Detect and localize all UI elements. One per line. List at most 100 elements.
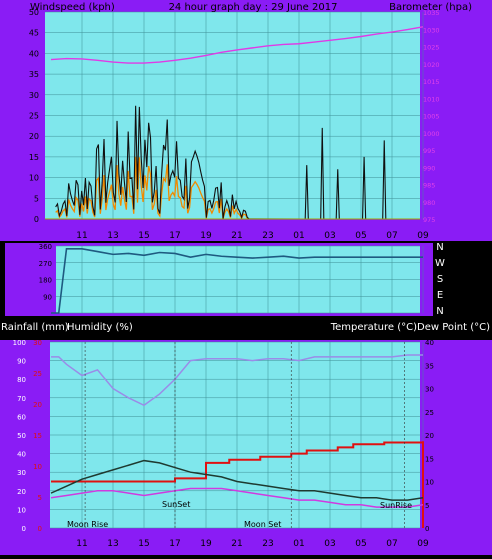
wind-tick-label: 25 — [29, 112, 39, 121]
humidity-tick-label: 70 — [17, 395, 26, 403]
time-tick-label-bottom: 09 — [417, 539, 429, 549]
time-tick-label-bottom: 23 — [262, 539, 273, 549]
sunrise-label: SunRise — [380, 501, 412, 510]
compass-label: S — [437, 274, 443, 285]
time-tick-label: 09 — [417, 231, 429, 241]
barometer-tick-label: 980 — [423, 199, 435, 207]
time-tick-label: 03 — [324, 231, 335, 241]
rain-tick-label: 5 — [38, 494, 42, 502]
time-tick-label-bottom: 01 — [293, 539, 304, 549]
wind-tick-label: 35 — [29, 70, 39, 79]
rainfall-axis-title: Rainfall (mm) — [1, 322, 69, 333]
time-tick-label-bottom: 05 — [355, 539, 366, 549]
temperature-tick-label: 25 — [425, 409, 434, 417]
barometer-tick-label: 1015 — [423, 78, 440, 86]
wind-tick-label: 5 — [34, 194, 39, 203]
rain-tick-label: 20 — [33, 401, 42, 409]
time-tick-label-bottom: 11 — [76, 539, 87, 549]
time-tick-label: 05 — [355, 231, 366, 241]
rain-tick-label: 0 — [38, 525, 42, 533]
barometer-tick-label: 995 — [423, 147, 435, 155]
temperature-tick-label: 15 — [425, 455, 434, 463]
time-tick-label-bottom: 13 — [107, 539, 118, 549]
direction-tick-label: 360 — [39, 243, 52, 251]
time-tick-label: 17 — [169, 231, 180, 241]
humidity-tick-label: 60 — [17, 413, 26, 421]
barometer-tick-label: 985 — [423, 182, 435, 190]
time-tick-label: 19 — [200, 231, 212, 241]
time-tick-label: 11 — [76, 231, 87, 241]
direction-tick-label: 90 — [43, 293, 52, 301]
barometer-line — [50, 26, 424, 64]
wind-tick-label: 45 — [29, 29, 39, 38]
temperature-axis-title: Temperature (°C)Dew Point (°C) — [330, 322, 490, 333]
compass-label: E — [437, 290, 443, 301]
rain-tick-label: 30 — [33, 339, 42, 347]
temperature-tick-label: 20 — [425, 432, 434, 440]
humidity-tick-label: 90 — [17, 358, 26, 366]
rain-tick-label: 10 — [33, 463, 42, 471]
humidity-tick-label: 30 — [17, 469, 26, 477]
wind-axis-title: Windspeed (kph) — [30, 2, 115, 13]
chart-title: 24 hour graph day : 29 June 2017 — [169, 2, 338, 13]
humidity-tick-label: 0 — [22, 525, 26, 533]
barometer-tick-label: 1035 — [423, 9, 440, 17]
barometer-tick-label: 1010 — [423, 95, 440, 103]
wind-tick-label: 15 — [29, 153, 39, 162]
time-tick-label-bottom: 03 — [324, 539, 335, 549]
compass-label: N — [436, 306, 443, 317]
wind-tick-label: 40 — [29, 49, 39, 58]
moon-set-label: Moon Set — [244, 520, 281, 529]
wind-tick-label: 10 — [29, 174, 39, 183]
time-tick-label: 01 — [293, 231, 304, 241]
humidity-tick-label: 40 — [17, 451, 26, 459]
humidity-axis-title: Humidity (%) — [67, 322, 133, 333]
temperature-tick-label: 10 — [425, 479, 434, 487]
temperature-tick-label: 30 — [425, 386, 434, 394]
temperature-tick-label: 40 — [425, 339, 434, 347]
time-tick-label: 07 — [386, 231, 397, 241]
humidity-tick-label: 100 — [13, 339, 26, 347]
direction-tick-label: 180 — [39, 277, 52, 285]
rain-tick-label: 15 — [33, 432, 42, 440]
time-tick-label: 13 — [107, 231, 118, 241]
compass-label: N — [436, 242, 443, 253]
barometer-tick-label: 1030 — [423, 26, 440, 34]
barometer-axis-title: Barometer (hpa) — [389, 2, 472, 13]
barometer-tick-label: 975 — [423, 216, 435, 224]
rain-tick-label: 25 — [33, 370, 42, 378]
rainfall-line — [51, 441, 424, 528]
humidity-line — [51, 354, 423, 407]
direction-tick-label: 270 — [39, 260, 52, 268]
humidity-tick-label: 80 — [17, 376, 26, 384]
compass-label: W — [435, 258, 445, 269]
wind-tick-label: 20 — [29, 132, 39, 141]
temperature-line — [50, 459, 424, 501]
time-tick-label: 21 — [231, 231, 242, 241]
time-tick-label-bottom: 07 — [386, 539, 397, 549]
sunset-label: SunSet — [162, 500, 190, 509]
wind-gust-line — [55, 156, 250, 220]
time-tick-label-bottom: 17 — [169, 539, 180, 549]
moon-rise-label: Moon Rise — [67, 520, 108, 529]
humidity-tick-label: 50 — [17, 432, 26, 440]
barometer-tick-label: 1000 — [423, 130, 440, 138]
wind-tick-label: 50 — [29, 8, 39, 17]
panel3-header-bar — [0, 318, 492, 340]
wind-tick-label: 0 — [34, 215, 39, 224]
time-tick-label: 15 — [138, 231, 149, 241]
humidity-tick-label: 10 — [17, 506, 26, 514]
time-tick-label: 23 — [262, 231, 273, 241]
barometer-tick-label: 1005 — [423, 113, 440, 121]
dew-point-line — [50, 487, 424, 508]
temperature-tick-label: 5 — [425, 502, 429, 510]
wind-tick-label: 30 — [29, 91, 39, 100]
barometer-tick-label: 990 — [423, 164, 435, 172]
wind-speed-line — [55, 105, 387, 220]
temperature-tick-label: 0 — [425, 525, 429, 533]
wind-direction-line — [51, 247, 423, 314]
time-tick-label-bottom: 19 — [200, 539, 212, 549]
barometer-tick-label: 1020 — [423, 61, 440, 69]
